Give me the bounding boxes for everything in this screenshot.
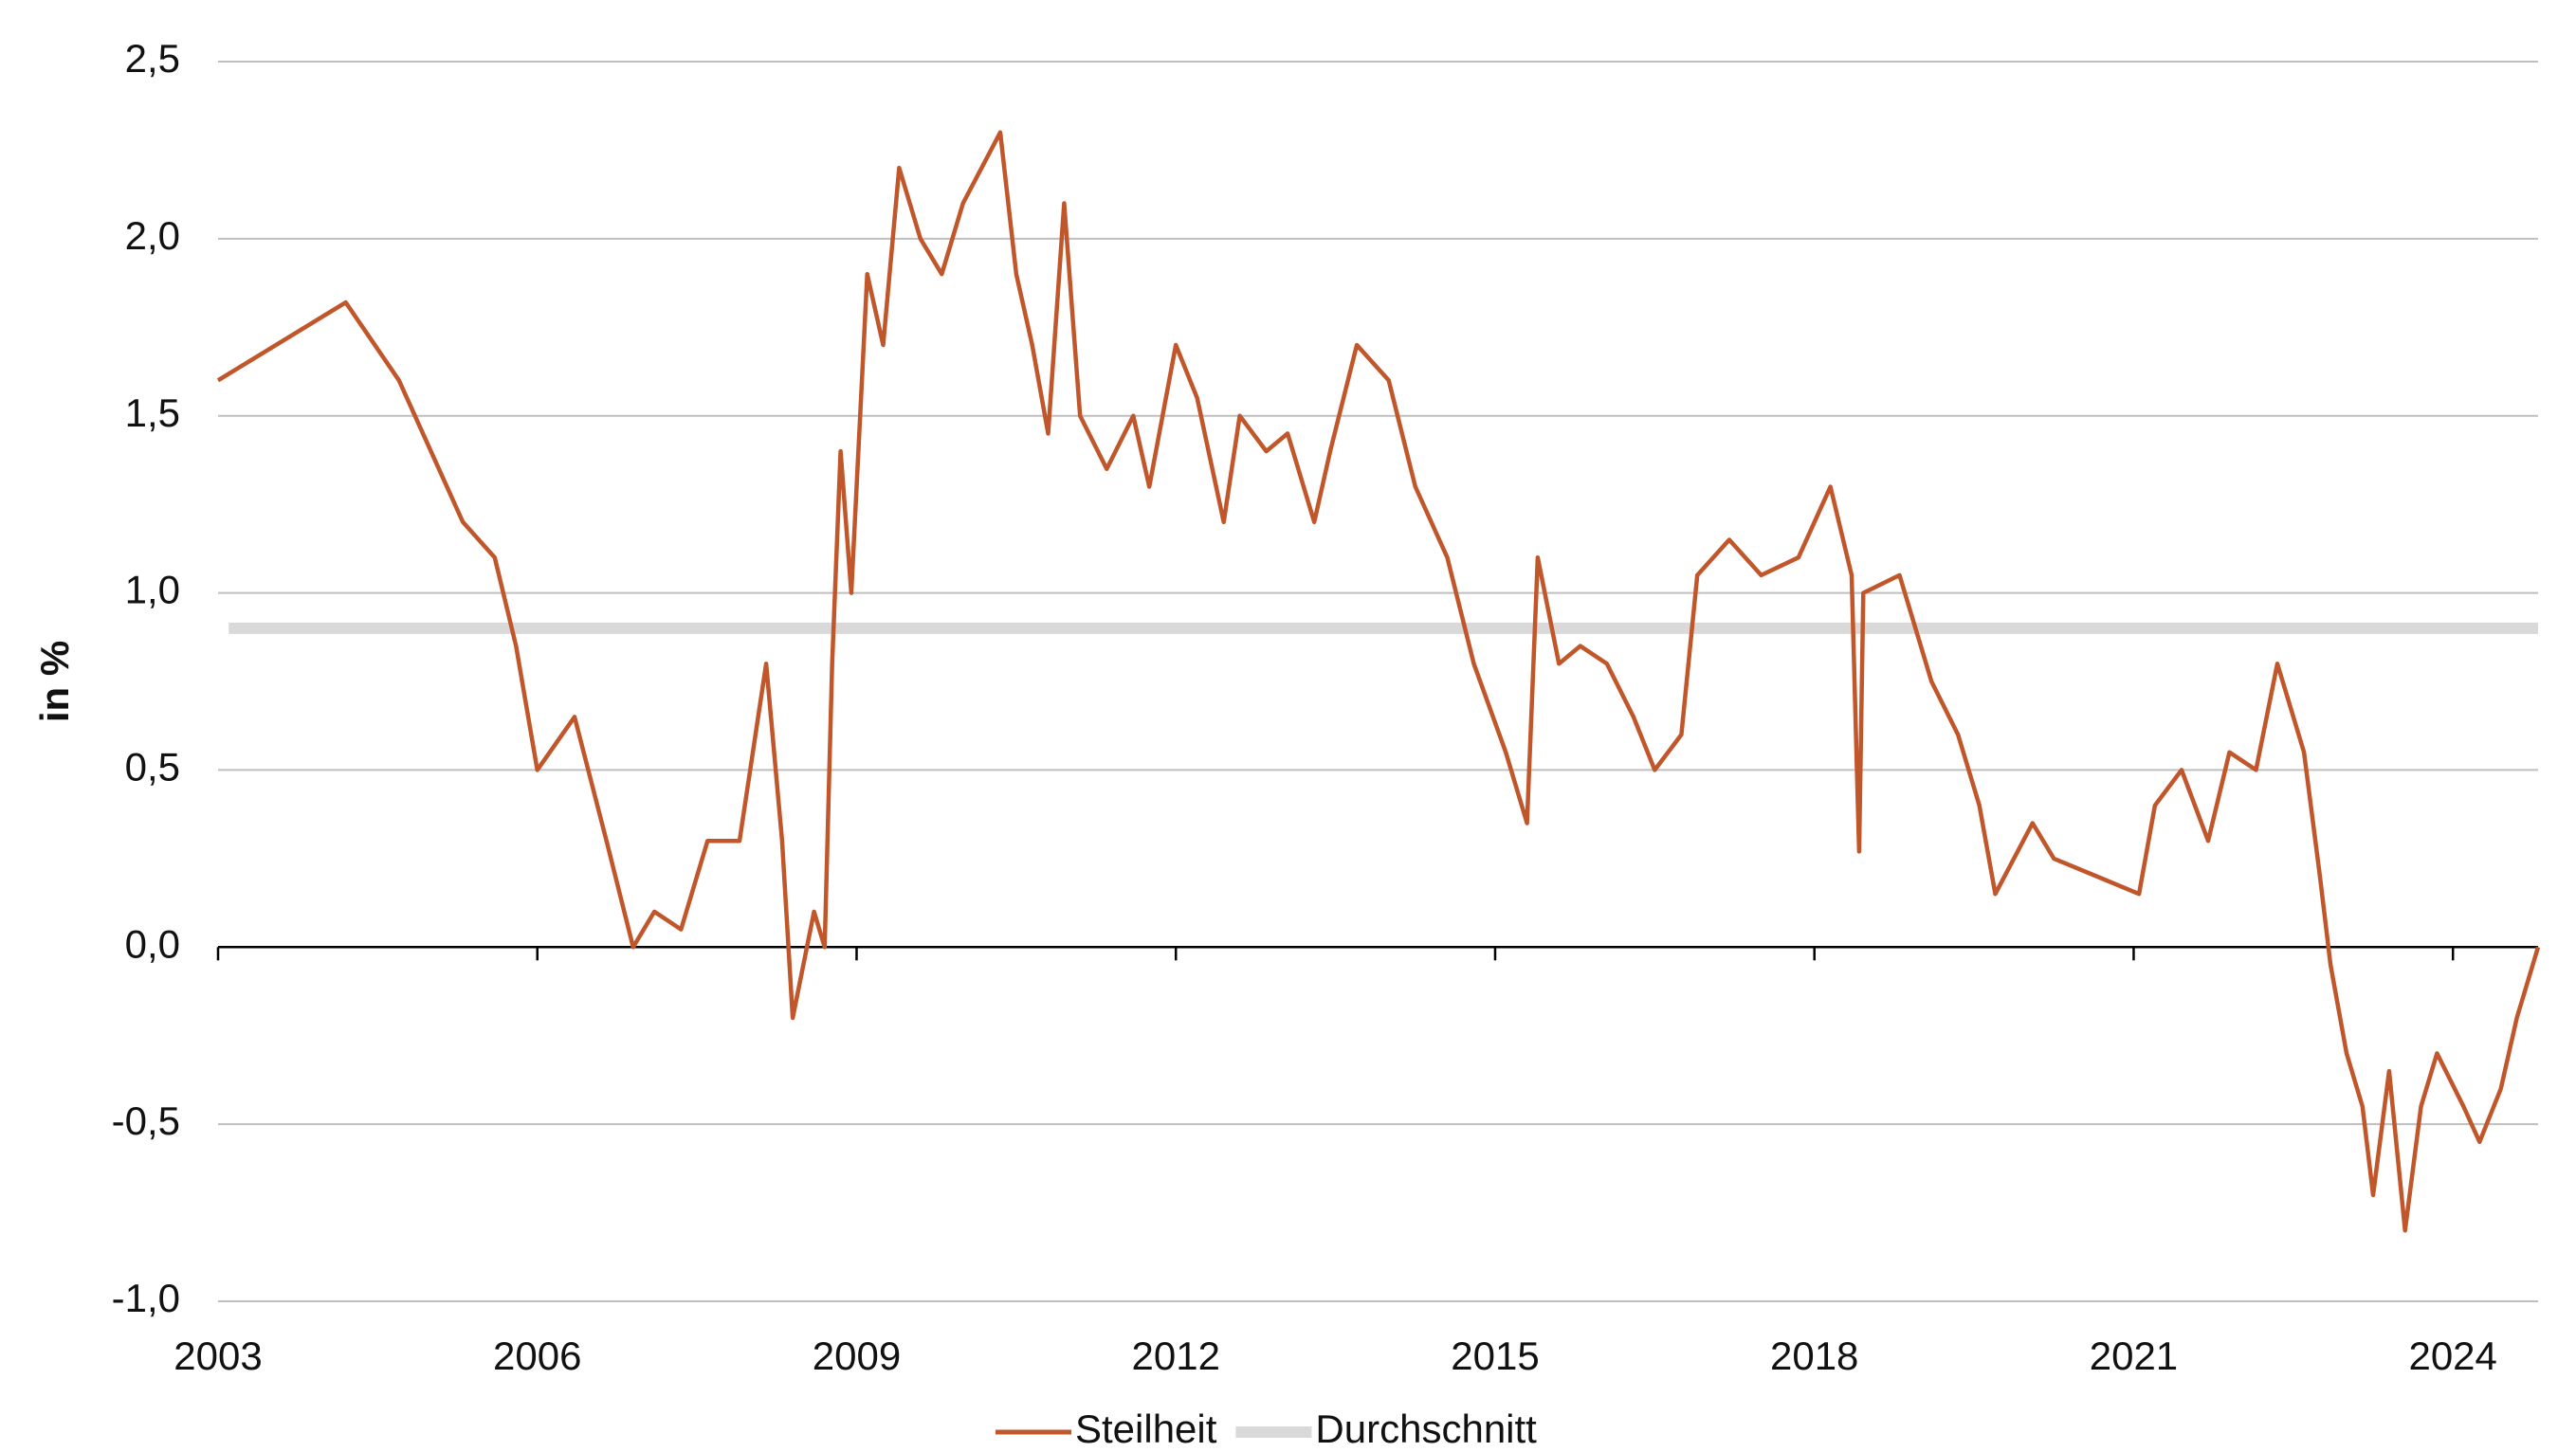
x-tick-label: 2012 [1132, 1334, 1220, 1378]
y-tick-label: 2,0 [125, 213, 180, 258]
y-axis-label: in % [32, 641, 77, 722]
legend-label: Steilheit [1075, 1407, 1217, 1451]
x-tick-label: 2021 [2090, 1334, 2178, 1378]
line-series [216, 130, 2541, 1233]
x-tick-label: 2015 [1451, 1334, 1539, 1378]
x-tick-label: 2024 [2408, 1334, 2496, 1378]
y-tick-label: 0,5 [125, 745, 180, 790]
y-tick-label: -1,0 [112, 1276, 180, 1320]
x-tick-label: 2006 [493, 1334, 581, 1378]
legend-label: Durchschnitt [1315, 1407, 1537, 1451]
y-tick-label: 1,5 [125, 390, 180, 435]
x-tick-label: 2018 [1770, 1334, 1858, 1378]
y-tick-label: 2,5 [125, 36, 180, 81]
x-tick-label: 2009 [813, 1334, 901, 1378]
y-tick-label: 0,0 [125, 921, 180, 966]
x-tick-label: 2003 [174, 1334, 262, 1378]
y-tick-label: 1,0 [125, 568, 180, 612]
y-tick-label: -0,5 [112, 1098, 180, 1143]
legend: Steilheit Durchschnitt [996, 1407, 1537, 1451]
